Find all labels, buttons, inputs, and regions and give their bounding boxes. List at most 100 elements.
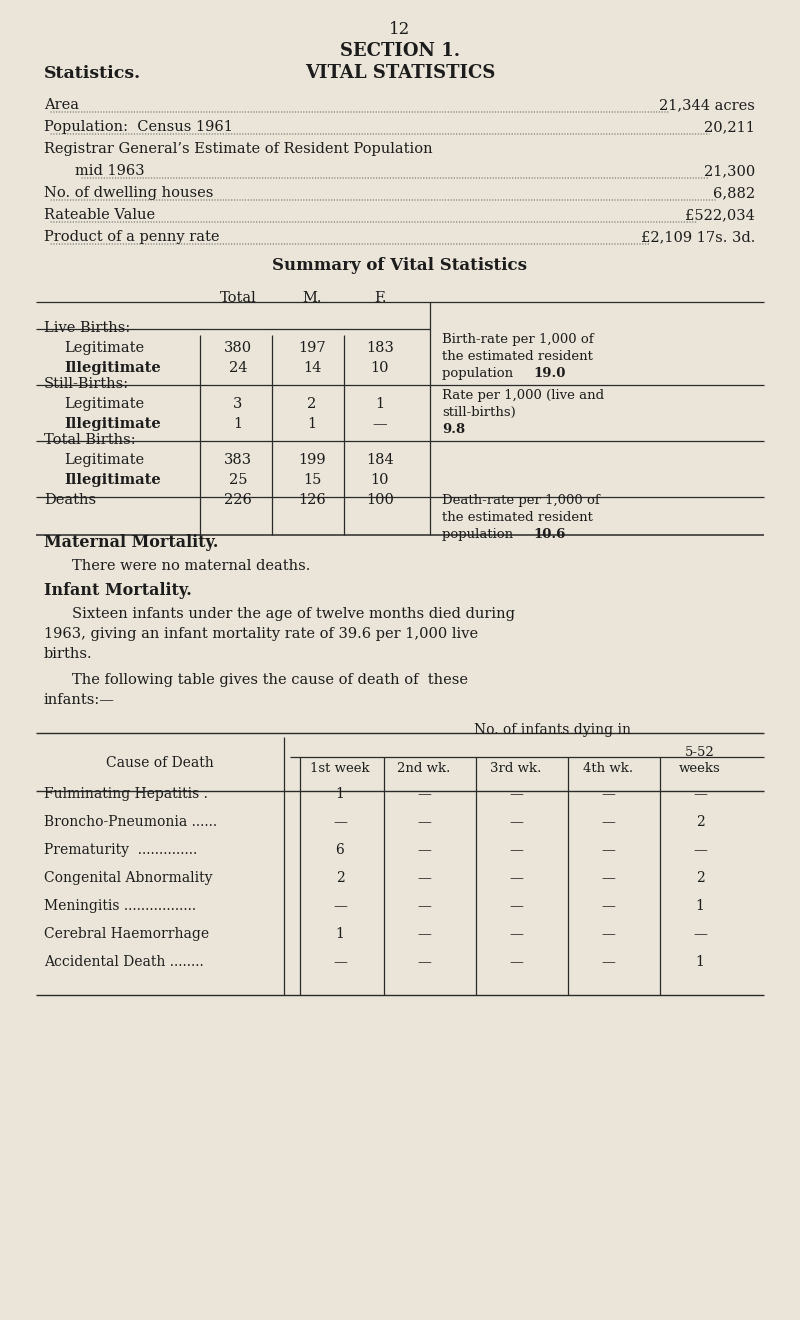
Text: Illegitimate: Illegitimate	[64, 417, 161, 432]
Text: —: —	[417, 787, 431, 801]
Text: Meningitis .................: Meningitis .................	[44, 899, 196, 913]
Text: —: —	[693, 787, 707, 801]
Text: —: —	[417, 843, 431, 857]
Text: —: —	[373, 417, 387, 432]
Text: 1: 1	[234, 417, 242, 432]
Text: Total Births:: Total Births:	[44, 433, 136, 447]
Text: 10.6: 10.6	[533, 528, 566, 541]
Text: —: —	[417, 927, 431, 941]
Text: —: —	[509, 843, 523, 857]
Text: Area: Area	[44, 98, 79, 112]
Text: 1: 1	[307, 417, 317, 432]
Text: Cause of Death: Cause of Death	[106, 756, 214, 770]
Text: 100: 100	[366, 492, 394, 507]
Text: 12: 12	[390, 21, 410, 38]
Text: 126: 126	[298, 492, 326, 507]
Text: —: —	[601, 843, 615, 857]
Text: £2,109 17s. 3d.: £2,109 17s. 3d.	[641, 230, 755, 244]
Text: 9.8: 9.8	[442, 422, 465, 436]
Text: 2: 2	[696, 871, 704, 884]
Text: 3rd wk.: 3rd wk.	[490, 762, 542, 775]
Text: Product of a penny rate: Product of a penny rate	[44, 230, 219, 244]
Text: Infant Mortality.: Infant Mortality.	[44, 582, 192, 599]
Text: 5-52: 5-52	[685, 746, 715, 759]
Text: £522,034: £522,034	[685, 209, 755, 222]
Text: Birth-rate per 1,000 of: Birth-rate per 1,000 of	[442, 333, 594, 346]
Text: —: —	[693, 843, 707, 857]
Text: —: —	[333, 954, 347, 969]
Text: 25: 25	[229, 473, 247, 487]
Text: 183: 183	[366, 341, 394, 355]
Text: 19.0: 19.0	[533, 367, 566, 380]
Text: 24: 24	[229, 360, 247, 375]
Text: Summary of Vital Statistics: Summary of Vital Statistics	[273, 257, 527, 275]
Text: population: population	[442, 367, 518, 380]
Text: —: —	[417, 871, 431, 884]
Text: Legitimate: Legitimate	[64, 453, 144, 467]
Text: Legitimate: Legitimate	[64, 341, 144, 355]
Text: 1: 1	[695, 899, 705, 913]
Text: 380: 380	[224, 341, 252, 355]
Text: weeks: weeks	[679, 762, 721, 775]
Text: Accidental Death ........: Accidental Death ........	[44, 954, 204, 969]
Text: 10: 10	[370, 360, 390, 375]
Text: 2: 2	[696, 814, 704, 829]
Text: Statistics.: Statistics.	[44, 65, 141, 82]
Text: 6,882: 6,882	[713, 186, 755, 201]
Text: Legitimate: Legitimate	[64, 397, 144, 411]
Text: Live Births:: Live Births:	[44, 321, 130, 335]
Text: Prematurity  ..............: Prematurity ..............	[44, 843, 198, 857]
Text: 1st week: 1st week	[310, 762, 370, 775]
Text: Rate per 1,000 (live and: Rate per 1,000 (live and	[442, 389, 604, 403]
Text: 2: 2	[336, 871, 344, 884]
Text: 226: 226	[224, 492, 252, 507]
Text: 21,300: 21,300	[704, 164, 755, 178]
Text: —: —	[417, 954, 431, 969]
Text: —: —	[509, 871, 523, 884]
Text: the estimated resident: the estimated resident	[442, 511, 593, 524]
Text: Still-Births:: Still-Births:	[44, 378, 129, 391]
Text: 14: 14	[303, 360, 321, 375]
Text: Cerebral Haemorrhage: Cerebral Haemorrhage	[44, 927, 209, 941]
Text: 10: 10	[370, 473, 390, 487]
Text: 1: 1	[695, 954, 705, 969]
Text: 383: 383	[224, 453, 252, 467]
Text: —: —	[509, 954, 523, 969]
Text: —: —	[601, 927, 615, 941]
Text: Total: Total	[220, 290, 256, 305]
Text: 1: 1	[335, 927, 345, 941]
Text: —: —	[509, 814, 523, 829]
Text: The following table gives the cause of death of  these: The following table gives the cause of d…	[72, 673, 468, 686]
Text: No. of dwelling houses: No. of dwelling houses	[44, 186, 214, 201]
Text: —: —	[333, 814, 347, 829]
Text: —: —	[509, 787, 523, 801]
Text: 197: 197	[298, 341, 326, 355]
Text: —: —	[417, 814, 431, 829]
Text: population: population	[442, 528, 518, 541]
Text: Sixteen infants under the age of twelve months died during: Sixteen infants under the age of twelve …	[72, 607, 515, 620]
Text: 20,211: 20,211	[704, 120, 755, 135]
Text: Illegitimate: Illegitimate	[64, 360, 161, 375]
Text: —: —	[601, 787, 615, 801]
Text: —: —	[693, 927, 707, 941]
Text: F.: F.	[374, 290, 386, 305]
Text: the estimated resident: the estimated resident	[442, 350, 593, 363]
Text: 21,344 acres: 21,344 acres	[659, 98, 755, 112]
Text: 1963, giving an infant mortality rate of 39.6 per 1,000 live: 1963, giving an infant mortality rate of…	[44, 627, 478, 642]
Text: mid 1963: mid 1963	[75, 164, 145, 178]
Text: Fulminating Hepatitis .: Fulminating Hepatitis .	[44, 787, 208, 801]
Text: 1: 1	[375, 397, 385, 411]
Text: Rateable Value: Rateable Value	[44, 209, 155, 222]
Text: 3: 3	[234, 397, 242, 411]
Text: 6: 6	[336, 843, 344, 857]
Text: Congenital Abnormality: Congenital Abnormality	[44, 871, 213, 884]
Text: Illegitimate: Illegitimate	[64, 473, 161, 487]
Text: 2: 2	[307, 397, 317, 411]
Text: —: —	[601, 871, 615, 884]
Text: VITAL STATISTICS: VITAL STATISTICS	[305, 63, 495, 82]
Text: —: —	[509, 927, 523, 941]
Text: Broncho-Pneumonia ......: Broncho-Pneumonia ......	[44, 814, 217, 829]
Text: still-births): still-births)	[442, 407, 516, 418]
Text: infants:—: infants:—	[44, 693, 115, 708]
Text: 2nd wk.: 2nd wk.	[398, 762, 450, 775]
